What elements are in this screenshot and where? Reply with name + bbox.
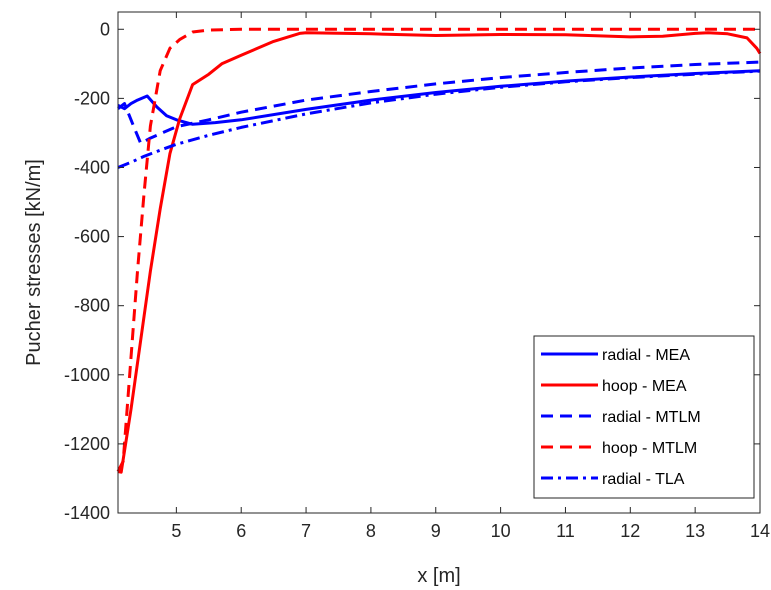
- x-tick-label: 10: [491, 521, 511, 541]
- legend-label: hoop - MEA: [602, 378, 687, 395]
- series-line-5: [117, 69, 761, 169]
- y-tick-label: -1200: [64, 434, 110, 454]
- y-tick-label: -1000: [64, 365, 110, 385]
- legend-label: hoop - MTLM: [602, 440, 697, 457]
- y-tick-label: -400: [74, 157, 110, 177]
- y-tick-label: -600: [74, 227, 110, 247]
- legend: radial - MEA hoop - MEA radial - MTLM hoop …: [533, 335, 755, 499]
- x-tick-label: 13: [685, 521, 705, 541]
- x-tick-label: 8: [366, 521, 376, 541]
- x-tick-label: 11: [556, 521, 575, 541]
- legend-label: radial - MTLM: [602, 409, 701, 426]
- series-line-4: [116, 27, 760, 473]
- y-tick-label: -800: [74, 296, 110, 316]
- y-tick-label: 0: [100, 19, 110, 39]
- series-line-3: [117, 60, 761, 145]
- series-line-2: [117, 31, 762, 474]
- legend-label: radial - TLA: [602, 471, 685, 488]
- legend-label: radial - MEA: [602, 347, 690, 364]
- axes-layer: [117, 11, 761, 514]
- y-tick-label: -200: [74, 88, 110, 108]
- y-axis-label: Pucher stresses [kN/m]: [23, 159, 45, 366]
- x-tick-label: 7: [301, 521, 311, 541]
- series-layer: [116, 27, 762, 474]
- x-tick-label: 14: [750, 521, 770, 541]
- ticks-layer: 5 6 7 8 9 10 11 12 13 14 0 -200 -400 -600 -800 -1000 -12…: [64, 12, 770, 541]
- x-tick-label: 9: [431, 521, 441, 541]
- y-tick-label: -1400: [64, 503, 110, 523]
- x-tick-label: 6: [236, 521, 246, 541]
- x-axis-label: x [m]: [417, 565, 460, 587]
- x-tick-label: 5: [171, 521, 181, 541]
- axes-box: [117, 11, 761, 514]
- x-tick-label: 12: [620, 521, 640, 541]
